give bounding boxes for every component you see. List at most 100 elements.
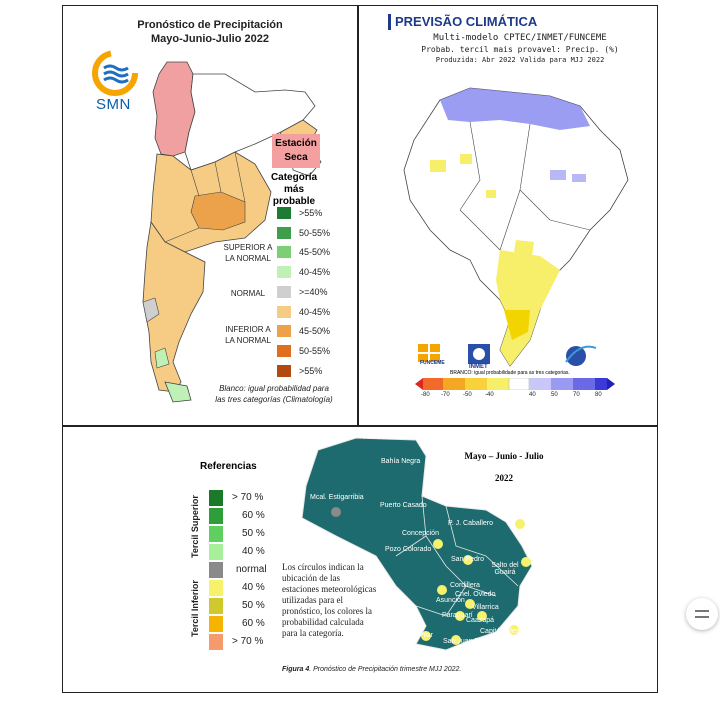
paraguay-map [301,437,533,651]
legend-label: 50 % [242,528,265,539]
legend-swatch [277,266,291,278]
city-label: Asunción [436,597,465,604]
city-label: Concepción [402,530,439,537]
city-label: Villarrica [472,604,499,611]
legend-label: 60 % [242,618,265,629]
funceme-logo-icon [418,344,440,362]
categoria-title: Categoría más probable [262,172,326,208]
paraguay-note: Los círculos indican la ubicación de las… [282,562,377,638]
colorbar-tick: -40 [485,392,494,398]
city-label: Paraguarí [442,612,473,619]
legend-swatch [209,598,223,614]
legend-swatch [209,526,223,542]
city-label: Bahía Negra [381,458,421,465]
figure-frame [62,5,658,693]
colorbar-tick: 40 [529,392,536,398]
city-label: Pozo Colorado [385,546,432,553]
legend-label: 40-45% [299,267,331,277]
city-label: Adrián Jara [364,434,400,441]
brazil-subtitle-1: Multi-modelo CPTEC/INMET/FUNCEME [433,33,607,43]
legend-swatch [209,562,223,578]
legend-swatch [209,616,223,632]
paraguay-header-line2: 2022 [495,473,513,483]
brazil-title: PREVISÃO CLIMÁTICA [395,14,538,29]
group-superior-line2: LA NORMAL [225,254,271,263]
legend-label: 60 % [242,510,265,521]
legend-label: 50-55% [299,228,331,238]
legend-label: 40 % [242,546,265,557]
legend-label: > 70 % [232,636,264,647]
categoria-line2: probable [272,196,316,207]
referencias-title: Referencias [200,461,257,472]
legend-label: 50-55% [299,346,331,356]
group-inferior-line2: LA NORMAL [225,336,271,345]
legend-label: 40-45% [299,307,331,317]
colorbar-tick: -50 [463,392,472,398]
argentina-title-line1: Pronóstico de Precipitación [137,19,283,31]
argentina-title-line2: Mayo-Junio-Julio 2022 [151,33,269,45]
legend-swatch [209,544,223,560]
legend-swatch [277,207,291,219]
blanco-note: Blanco: igual probabilidad para las tres… [214,383,334,405]
legend-label: 45-50% [299,247,331,257]
inmet-logo-icon [468,344,490,364]
smn-logo-icon [92,50,138,96]
group-normal-label: NORMAL [230,289,266,298]
estacion-seca-badge: Estación Seca [272,134,320,168]
colorbar-tick: 70 [573,392,580,398]
blanco-line1: Blanco: igual probabilidad para [219,384,329,393]
argentina-map [142,61,322,403]
legend-label: 45-50% [299,326,331,336]
legend-swatch [277,325,291,337]
categoria-line1: Categoría más [270,172,318,195]
colorbar-tick: 50 [551,392,558,398]
colorbar-tick: -70 [441,392,450,398]
legend-label: >55% [299,366,323,376]
city-label: San Juan Bautista [443,638,500,645]
paraguay-header-line1: Mayo – Junio - Julio [464,451,544,461]
cptec-logo-icon [565,345,597,366]
menu-icon [695,610,709,618]
caption-text: . Pronóstico de Precipitación trimestre … [309,666,462,673]
city-label: Capitán Meza [480,628,524,635]
city-label: Encarnación [458,645,497,652]
brazil-map [403,87,629,367]
inmet-logo-text: INMET [469,364,488,370]
group-inferior-label: INFERIOR A LA NORMAL [222,324,274,346]
city-label: San Pedro [451,556,485,563]
city-label: Cnel. Oviedo [455,591,496,598]
menu-button[interactable] [686,598,718,630]
legend-label: 50 % [242,600,265,611]
legend-label: normal [236,564,267,575]
city-label: Salto del Guairá [491,562,519,576]
group-superior-line1: SUPERIOR A [223,243,273,252]
panel-divider-horizontal [62,425,658,427]
legend-swatch [209,490,223,506]
paraguay-header: Mayo – Junio - Julio 2022 [446,445,562,489]
city-label: P. J. Caballero [448,520,494,527]
legend-label: >=40% [299,287,328,297]
legend-swatch [277,345,291,357]
city-label: Mcal. Estigarribia [310,494,364,501]
colorbar-tick: 80 [595,392,602,398]
tercil-inferior-label: Tercil Inferior [190,580,200,637]
legend-swatch [277,306,291,318]
legend-swatch [209,580,223,596]
legend-swatch [277,246,291,258]
legend-label: > 70 % [232,492,264,503]
city-label: Caazapá [466,617,495,624]
city-label: Puerto Casado [380,502,427,509]
legend-swatch [209,634,223,650]
colorbar [415,378,615,390]
panel-divider-vertical [357,5,359,425]
blanco-line2: las tres categorías (Climatología) [215,395,333,404]
brazil-subtitle-2: Probab. tercil mais provavel: Precip. (%… [421,45,619,54]
brazil-subtitle-3: Produzida: Abr 2022 Valida para MJJ 2022 [435,56,605,64]
estacion-line2: Seca [284,152,308,163]
smn-logo-text: SMN [96,96,131,113]
funceme-logo-text: FUNCEME [420,360,445,366]
estacion-line1: Estación [275,138,317,149]
legend-swatch [277,286,291,298]
argentina-title: Pronóstico de Precipitación Mayo-Junio-J… [130,18,290,46]
legend-swatch [277,227,291,239]
